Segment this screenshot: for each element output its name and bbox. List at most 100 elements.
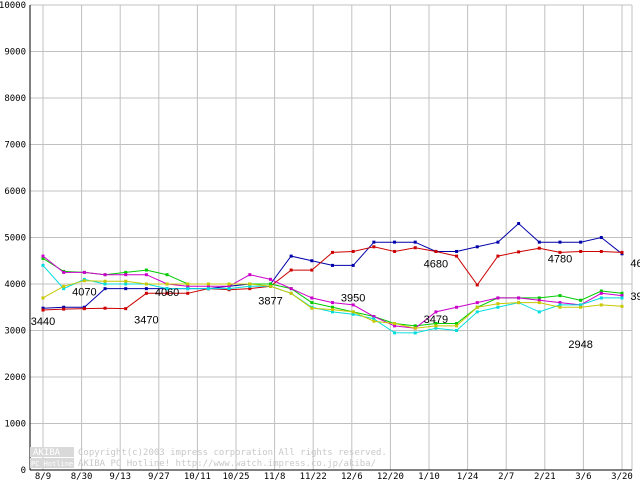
series-4-point <box>331 301 334 305</box>
series-2-point <box>558 250 562 254</box>
series-6-point <box>186 282 190 286</box>
series-3-point <box>268 282 272 286</box>
x-tick-label: 1/24 <box>457 472 479 480</box>
x-tick-label: 3/6 <box>575 472 591 480</box>
series-5-point <box>41 263 45 267</box>
series-2-point <box>248 287 252 291</box>
akiba-logo-bottom <box>30 458 74 468</box>
series-1-point <box>393 240 397 244</box>
series-6-point <box>289 291 293 295</box>
series-2-point <box>103 306 107 310</box>
series-3-point <box>331 305 334 309</box>
series-4-point <box>372 315 376 319</box>
series-5-point <box>103 282 107 286</box>
series-1-point <box>331 263 334 267</box>
series-1-point <box>144 287 148 291</box>
x-tick-label: 2/7 <box>498 472 514 480</box>
series-4-point <box>144 273 148 277</box>
series-4-point <box>186 284 190 288</box>
series-6-point <box>434 324 438 328</box>
series-line-6 <box>42 280 623 329</box>
series-3-point <box>165 273 169 277</box>
grid-lines <box>30 4 633 470</box>
series-1-point <box>599 236 603 239</box>
x-tick-label: 3/20 <box>611 472 633 480</box>
series-1-point <box>475 245 479 249</box>
series-5-point <box>599 296 603 300</box>
series-2-point <box>372 245 376 249</box>
series-6-point <box>579 305 583 309</box>
series-2-point <box>579 249 583 253</box>
series-5-point <box>248 284 252 288</box>
series-2-point <box>41 308 45 312</box>
series-4-point <box>434 310 438 314</box>
series-6-point <box>206 282 210 286</box>
x-tick-label: 11/22 <box>300 472 327 480</box>
series-5-point <box>372 317 376 321</box>
series-5-point <box>124 282 128 286</box>
series-6-point <box>351 310 355 314</box>
series-2-point <box>351 249 355 253</box>
series-3-point <box>599 289 603 293</box>
series-6-point <box>248 282 252 286</box>
series-5-point <box>475 310 479 314</box>
series-6-point <box>41 296 45 300</box>
series-5-point <box>393 331 397 335</box>
series-6-point <box>393 322 397 326</box>
series-1-point <box>558 240 562 244</box>
data-label: 3470 <box>134 315 158 327</box>
series-1-point <box>413 240 417 244</box>
y-tick-label: 10000 <box>0 1 26 11</box>
series-1-point <box>103 287 107 291</box>
data-label: 3479 <box>424 314 448 326</box>
y-tick-label: 3000 <box>4 327 26 337</box>
series-5-point <box>331 310 334 314</box>
series-line-5 <box>42 265 622 334</box>
series-2-point <box>124 307 128 311</box>
x-tick-label: 2/21 <box>534 472 556 480</box>
series-6-point <box>103 279 107 283</box>
series-5-point <box>165 287 169 291</box>
series-1-point <box>41 306 45 310</box>
data-label: 4060 <box>155 287 179 299</box>
series-1-point <box>62 305 66 309</box>
series-2-point <box>186 291 190 295</box>
series-1-point <box>517 222 521 226</box>
series-3-point <box>620 291 624 295</box>
series-6-point <box>496 302 500 306</box>
series-2-point <box>393 249 397 253</box>
series-6-point <box>268 284 272 288</box>
y-tick-label: 6000 <box>4 187 26 197</box>
y-tick-label: 0 <box>21 466 26 476</box>
data-label: 4680 <box>424 258 448 270</box>
series-5-point <box>579 303 583 307</box>
series-1-point <box>579 240 583 244</box>
series-1-point <box>351 263 355 267</box>
x-tick-label: 12/6 <box>341 472 363 480</box>
series-4-point <box>537 298 541 302</box>
series-6-point <box>413 326 417 330</box>
series-4-point <box>268 277 272 281</box>
series-4-point <box>82 270 86 274</box>
y-tick-label: 9000 <box>4 48 26 58</box>
series-6-point <box>475 305 479 309</box>
series-6-point <box>517 301 521 305</box>
series-2-point <box>331 250 334 254</box>
series-6-point <box>144 282 148 286</box>
y-tick-label: 2000 <box>4 373 26 383</box>
data-label: 2948 <box>568 339 592 351</box>
series-4-point <box>496 296 500 300</box>
akiba-logo-text: AKIBA <box>33 448 61 458</box>
data-label: 3980 <box>630 291 640 303</box>
series-2-point <box>144 291 148 295</box>
series-5-point <box>186 287 190 291</box>
series-5-point <box>434 326 438 330</box>
series-3-point <box>41 256 45 260</box>
series-1-point <box>455 249 459 253</box>
series-5-point <box>206 287 210 291</box>
x-tick-label: 1/10 <box>418 472 440 480</box>
x-tick-label: 9/13 <box>109 472 131 480</box>
series-6-point <box>165 282 169 286</box>
x-tick-label: 11/8 <box>264 472 286 480</box>
akiba-logo-subtext: PC Hotline! <box>31 460 77 468</box>
